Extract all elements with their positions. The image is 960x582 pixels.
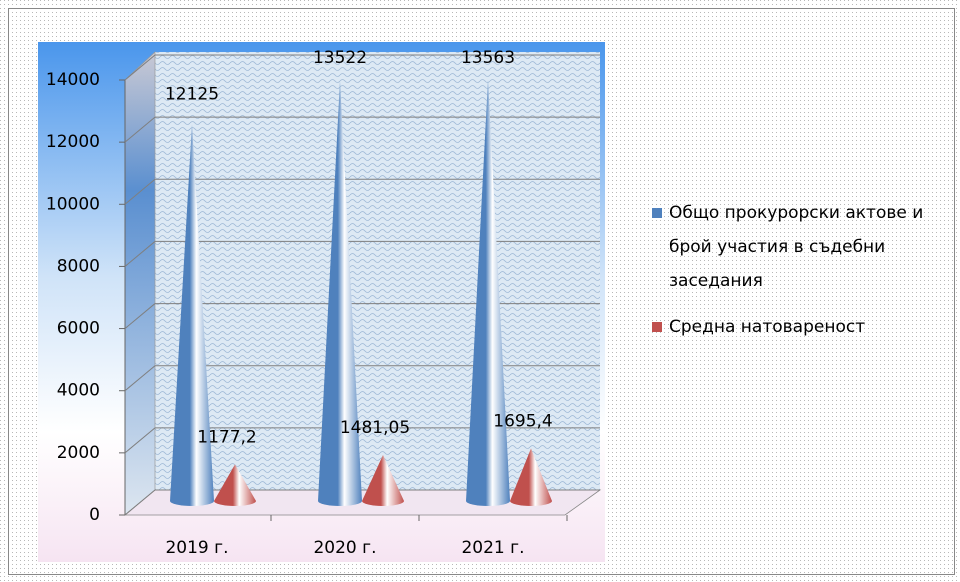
cone xyxy=(510,448,552,506)
y-tick-label: 2000 xyxy=(57,443,100,463)
grid-line xyxy=(124,116,156,143)
cone xyxy=(466,79,510,506)
y-tick-label: 12000 xyxy=(46,132,100,152)
grid-line xyxy=(124,427,156,454)
legend-label: Общо прокурорски актове и брой участия в… xyxy=(669,203,924,291)
y-tick-label: 6000 xyxy=(57,319,100,339)
grid-line xyxy=(124,303,156,329)
data-label: 13563 xyxy=(461,48,515,68)
cone xyxy=(318,80,362,506)
data-label: 13522 xyxy=(313,48,367,68)
legend-item: Средна натовареност xyxy=(652,310,959,344)
data-label: 1695,4 xyxy=(493,411,552,431)
legend-swatch xyxy=(652,322,662,332)
y-tick-label: 0 xyxy=(89,505,100,525)
grid-line xyxy=(124,178,156,205)
y-tick-label: 4000 xyxy=(57,381,100,401)
data-label: 12125 xyxy=(165,84,219,104)
legend: Общо прокурорски актове и брой участия в… xyxy=(652,196,959,344)
legend-label: Средна натовареност xyxy=(669,317,866,337)
cone xyxy=(170,124,214,507)
cone xyxy=(214,464,256,506)
x-tick-label: 2019 г. xyxy=(165,538,228,558)
grid-line xyxy=(124,365,156,392)
grid-line xyxy=(124,54,156,81)
x-tick-label: 2020 г. xyxy=(313,538,376,558)
cone xyxy=(362,454,404,506)
data-label: 1177,2 xyxy=(197,427,256,447)
legend-item: Общо прокурорски актове и брой участия в… xyxy=(652,196,959,298)
grid-line xyxy=(124,241,156,267)
legend-swatch xyxy=(652,208,662,218)
x-tick-label: 2021 г. xyxy=(461,538,524,558)
data-label: 1481,05 xyxy=(340,418,410,438)
frame xyxy=(8,8,955,575)
grid-line xyxy=(124,489,156,516)
y-tick-label: 10000 xyxy=(46,194,100,214)
y-tick-label: 14000 xyxy=(46,70,100,90)
y-tick-label: 8000 xyxy=(57,256,100,276)
